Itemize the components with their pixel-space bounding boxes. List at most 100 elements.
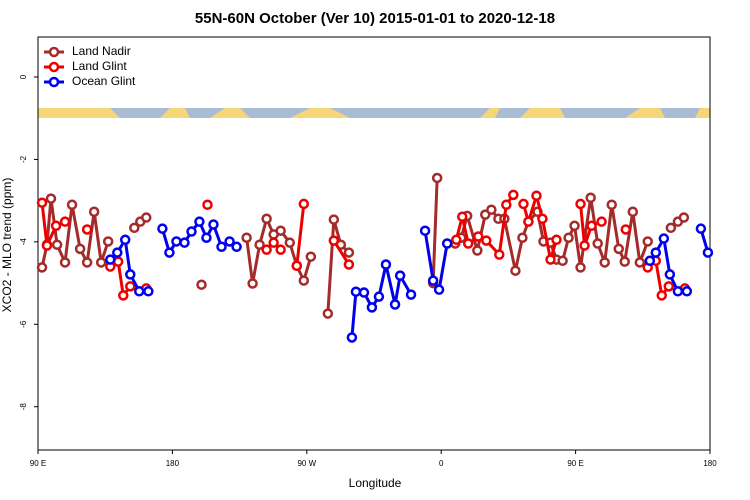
point	[518, 198, 529, 210]
point	[451, 234, 462, 246]
point	[343, 247, 355, 258]
point	[501, 199, 512, 211]
point	[472, 245, 483, 256]
point	[586, 220, 597, 232]
point	[298, 198, 310, 210]
point	[380, 259, 392, 270]
point	[481, 235, 492, 246]
point	[95, 257, 107, 268]
point	[510, 265, 521, 276]
point	[585, 192, 596, 203]
point	[346, 332, 358, 343]
point	[291, 260, 303, 272]
point	[322, 308, 334, 319]
point	[575, 262, 586, 273]
point	[284, 237, 296, 248]
point	[486, 204, 497, 215]
point	[179, 237, 190, 248]
point	[171, 236, 182, 247]
point	[88, 206, 100, 218]
point	[579, 240, 590, 251]
point	[620, 224, 632, 235]
point	[394, 270, 406, 281]
point	[508, 189, 519, 201]
point	[141, 212, 152, 223]
point	[672, 286, 684, 297]
legend-marker	[48, 46, 60, 58]
y-tick-label: 0	[19, 74, 28, 79]
point	[551, 234, 562, 246]
point	[678, 212, 690, 223]
point	[431, 172, 443, 184]
point	[350, 286, 362, 297]
point	[194, 216, 205, 227]
point	[59, 257, 71, 268]
point	[563, 232, 574, 243]
x-tick-label: 90 E	[567, 459, 583, 468]
point	[102, 236, 114, 247]
point	[569, 220, 580, 232]
point	[419, 225, 431, 236]
x-axis-label: Longitude	[349, 476, 402, 490]
point	[36, 262, 48, 273]
point	[45, 193, 57, 204]
point	[557, 255, 568, 267]
point	[441, 238, 453, 249]
point	[196, 279, 207, 290]
point	[36, 197, 48, 208]
legend-marker	[48, 61, 60, 73]
point	[658, 233, 670, 244]
point	[343, 259, 355, 270]
point	[663, 281, 675, 292]
point	[41, 240, 53, 251]
point	[373, 291, 385, 302]
point	[405, 289, 417, 300]
y-tick-label: -2	[19, 155, 28, 163]
point	[627, 206, 639, 218]
point	[472, 231, 484, 242]
point	[656, 290, 668, 301]
point	[642, 236, 653, 247]
point	[298, 275, 310, 286]
point	[74, 243, 86, 255]
point	[457, 211, 468, 222]
y-tick-label: -4	[19, 238, 28, 246]
point	[665, 222, 677, 234]
point	[358, 287, 370, 298]
point	[143, 286, 154, 297]
map-strip	[38, 108, 710, 118]
point	[50, 220, 62, 232]
legend-label: Land Nadir	[72, 44, 131, 58]
point	[164, 247, 175, 258]
point	[531, 190, 542, 201]
x-tick-label: 180	[703, 459, 717, 468]
point	[59, 216, 71, 227]
point	[81, 257, 93, 268]
point	[112, 247, 123, 258]
y-tick-label: -6	[19, 320, 28, 328]
point	[366, 302, 378, 313]
point	[328, 214, 340, 225]
point	[118, 290, 129, 301]
point	[254, 239, 265, 250]
point	[517, 232, 528, 243]
point	[201, 232, 212, 243]
point	[545, 254, 556, 265]
point	[247, 278, 258, 289]
point	[305, 251, 317, 262]
point	[702, 247, 714, 258]
point	[261, 213, 272, 225]
point	[231, 241, 242, 253]
point	[119, 234, 131, 246]
point	[606, 199, 617, 211]
point	[695, 223, 707, 234]
point	[427, 275, 439, 286]
point	[644, 255, 656, 267]
point	[186, 226, 197, 237]
x-tick-label: 0	[439, 459, 444, 468]
point	[433, 284, 445, 295]
point	[275, 225, 286, 236]
chart-title: 55N-60N October (Ver 10) 2015-01-01 to 2…	[195, 10, 555, 27]
point	[494, 249, 505, 260]
point	[634, 257, 646, 268]
